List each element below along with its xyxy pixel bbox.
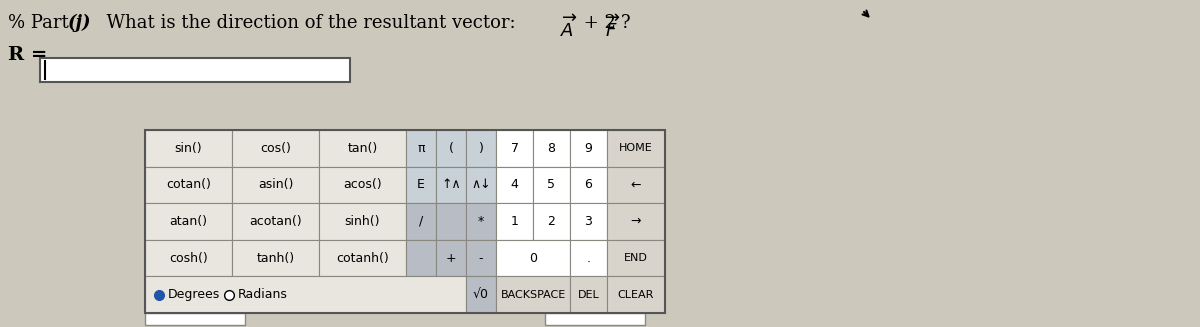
- Bar: [319, 166, 406, 203]
- Text: (j): (j): [68, 14, 91, 32]
- Bar: [436, 240, 466, 276]
- Bar: [570, 276, 607, 313]
- Text: $\overrightarrow{A}$: $\overrightarrow{A}$: [560, 14, 577, 41]
- Bar: [145, 240, 232, 276]
- Bar: [496, 240, 570, 276]
- Text: BACKSPACE: BACKSPACE: [500, 290, 565, 300]
- Text: Degrees: Degrees: [168, 288, 221, 301]
- Bar: [466, 130, 496, 166]
- Text: 7: 7: [510, 142, 518, 155]
- Text: END: END: [624, 253, 648, 263]
- Text: /: /: [419, 215, 424, 228]
- Text: tan(): tan(): [347, 142, 378, 155]
- Text: ↑∧: ↑∧: [442, 179, 461, 191]
- Text: 4: 4: [510, 179, 518, 191]
- Bar: [145, 313, 245, 325]
- Bar: [496, 203, 533, 240]
- Text: atan(): atan(): [169, 215, 208, 228]
- Text: CLEAR: CLEAR: [618, 290, 654, 300]
- Text: .: .: [587, 251, 590, 265]
- Bar: [232, 240, 319, 276]
- Text: ?: ?: [622, 14, 631, 32]
- Bar: [466, 203, 496, 240]
- Text: (: (: [449, 142, 454, 155]
- Text: acos(): acos(): [343, 179, 382, 191]
- Bar: [436, 130, 466, 166]
- Text: ←: ←: [631, 179, 641, 191]
- Text: cotanh(): cotanh(): [336, 251, 389, 265]
- Text: 0: 0: [529, 251, 538, 265]
- Text: +: +: [445, 251, 456, 265]
- Bar: [406, 130, 436, 166]
- Text: sinh(): sinh(): [344, 215, 380, 228]
- Bar: [232, 130, 319, 166]
- Text: 5: 5: [547, 179, 556, 191]
- Bar: [40, 58, 350, 82]
- Bar: [466, 240, 496, 276]
- Bar: [533, 203, 570, 240]
- Text: cotan(): cotan(): [166, 179, 211, 191]
- Bar: [496, 166, 533, 203]
- Bar: [319, 130, 406, 166]
- Bar: [319, 203, 406, 240]
- Bar: [406, 240, 436, 276]
- Text: E: E: [418, 179, 425, 191]
- Text: 1: 1: [510, 215, 518, 228]
- Bar: [607, 203, 665, 240]
- Bar: [570, 130, 607, 166]
- Text: ): ): [479, 142, 484, 155]
- Text: 8: 8: [547, 142, 556, 155]
- Bar: [466, 276, 496, 313]
- Text: *: *: [478, 215, 484, 228]
- Text: 9: 9: [584, 142, 593, 155]
- Bar: [496, 130, 533, 166]
- Bar: [607, 240, 665, 276]
- Bar: [232, 203, 319, 240]
- Text: ∧↓: ∧↓: [472, 179, 491, 191]
- Bar: [406, 203, 436, 240]
- Bar: [496, 276, 570, 313]
- Text: DEL: DEL: [577, 290, 599, 300]
- Text: cosh(): cosh(): [169, 251, 208, 265]
- Bar: [570, 166, 607, 203]
- Text: HOME: HOME: [619, 143, 653, 153]
- Text: π: π: [418, 142, 425, 155]
- Text: √0: √0: [473, 288, 490, 301]
- Bar: [145, 130, 665, 313]
- Bar: [570, 240, 607, 276]
- Text: -: -: [479, 251, 484, 265]
- Bar: [436, 203, 466, 240]
- Text: $\overrightarrow{F}$: $\overrightarrow{F}$: [605, 14, 620, 41]
- Text: 2: 2: [547, 215, 556, 228]
- Text: R =: R =: [8, 46, 47, 64]
- Bar: [607, 276, 665, 313]
- Bar: [545, 313, 646, 325]
- Bar: [145, 166, 232, 203]
- Bar: [607, 130, 665, 166]
- Text: % Part: % Part: [8, 14, 74, 32]
- Bar: [533, 130, 570, 166]
- Text: 3: 3: [584, 215, 593, 228]
- Text: asin(): asin(): [258, 179, 293, 191]
- Text: cos(): cos(): [260, 142, 290, 155]
- Bar: [436, 166, 466, 203]
- Text: What is the direction of the resultant vector:: What is the direction of the resultant v…: [95, 14, 521, 32]
- Bar: [232, 166, 319, 203]
- Text: acotan(): acotan(): [250, 215, 302, 228]
- Bar: [570, 203, 607, 240]
- Text: 6: 6: [584, 179, 593, 191]
- Bar: [533, 166, 570, 203]
- Text: Radians: Radians: [238, 288, 288, 301]
- Bar: [607, 166, 665, 203]
- Bar: [319, 240, 406, 276]
- Bar: [466, 166, 496, 203]
- Bar: [145, 276, 466, 313]
- Text: sin(): sin(): [175, 142, 203, 155]
- Text: →: →: [631, 215, 641, 228]
- Text: tanh(): tanh(): [257, 251, 294, 265]
- Text: + 2: + 2: [578, 14, 616, 32]
- Bar: [406, 166, 436, 203]
- Bar: [145, 130, 232, 166]
- Bar: [145, 203, 232, 240]
